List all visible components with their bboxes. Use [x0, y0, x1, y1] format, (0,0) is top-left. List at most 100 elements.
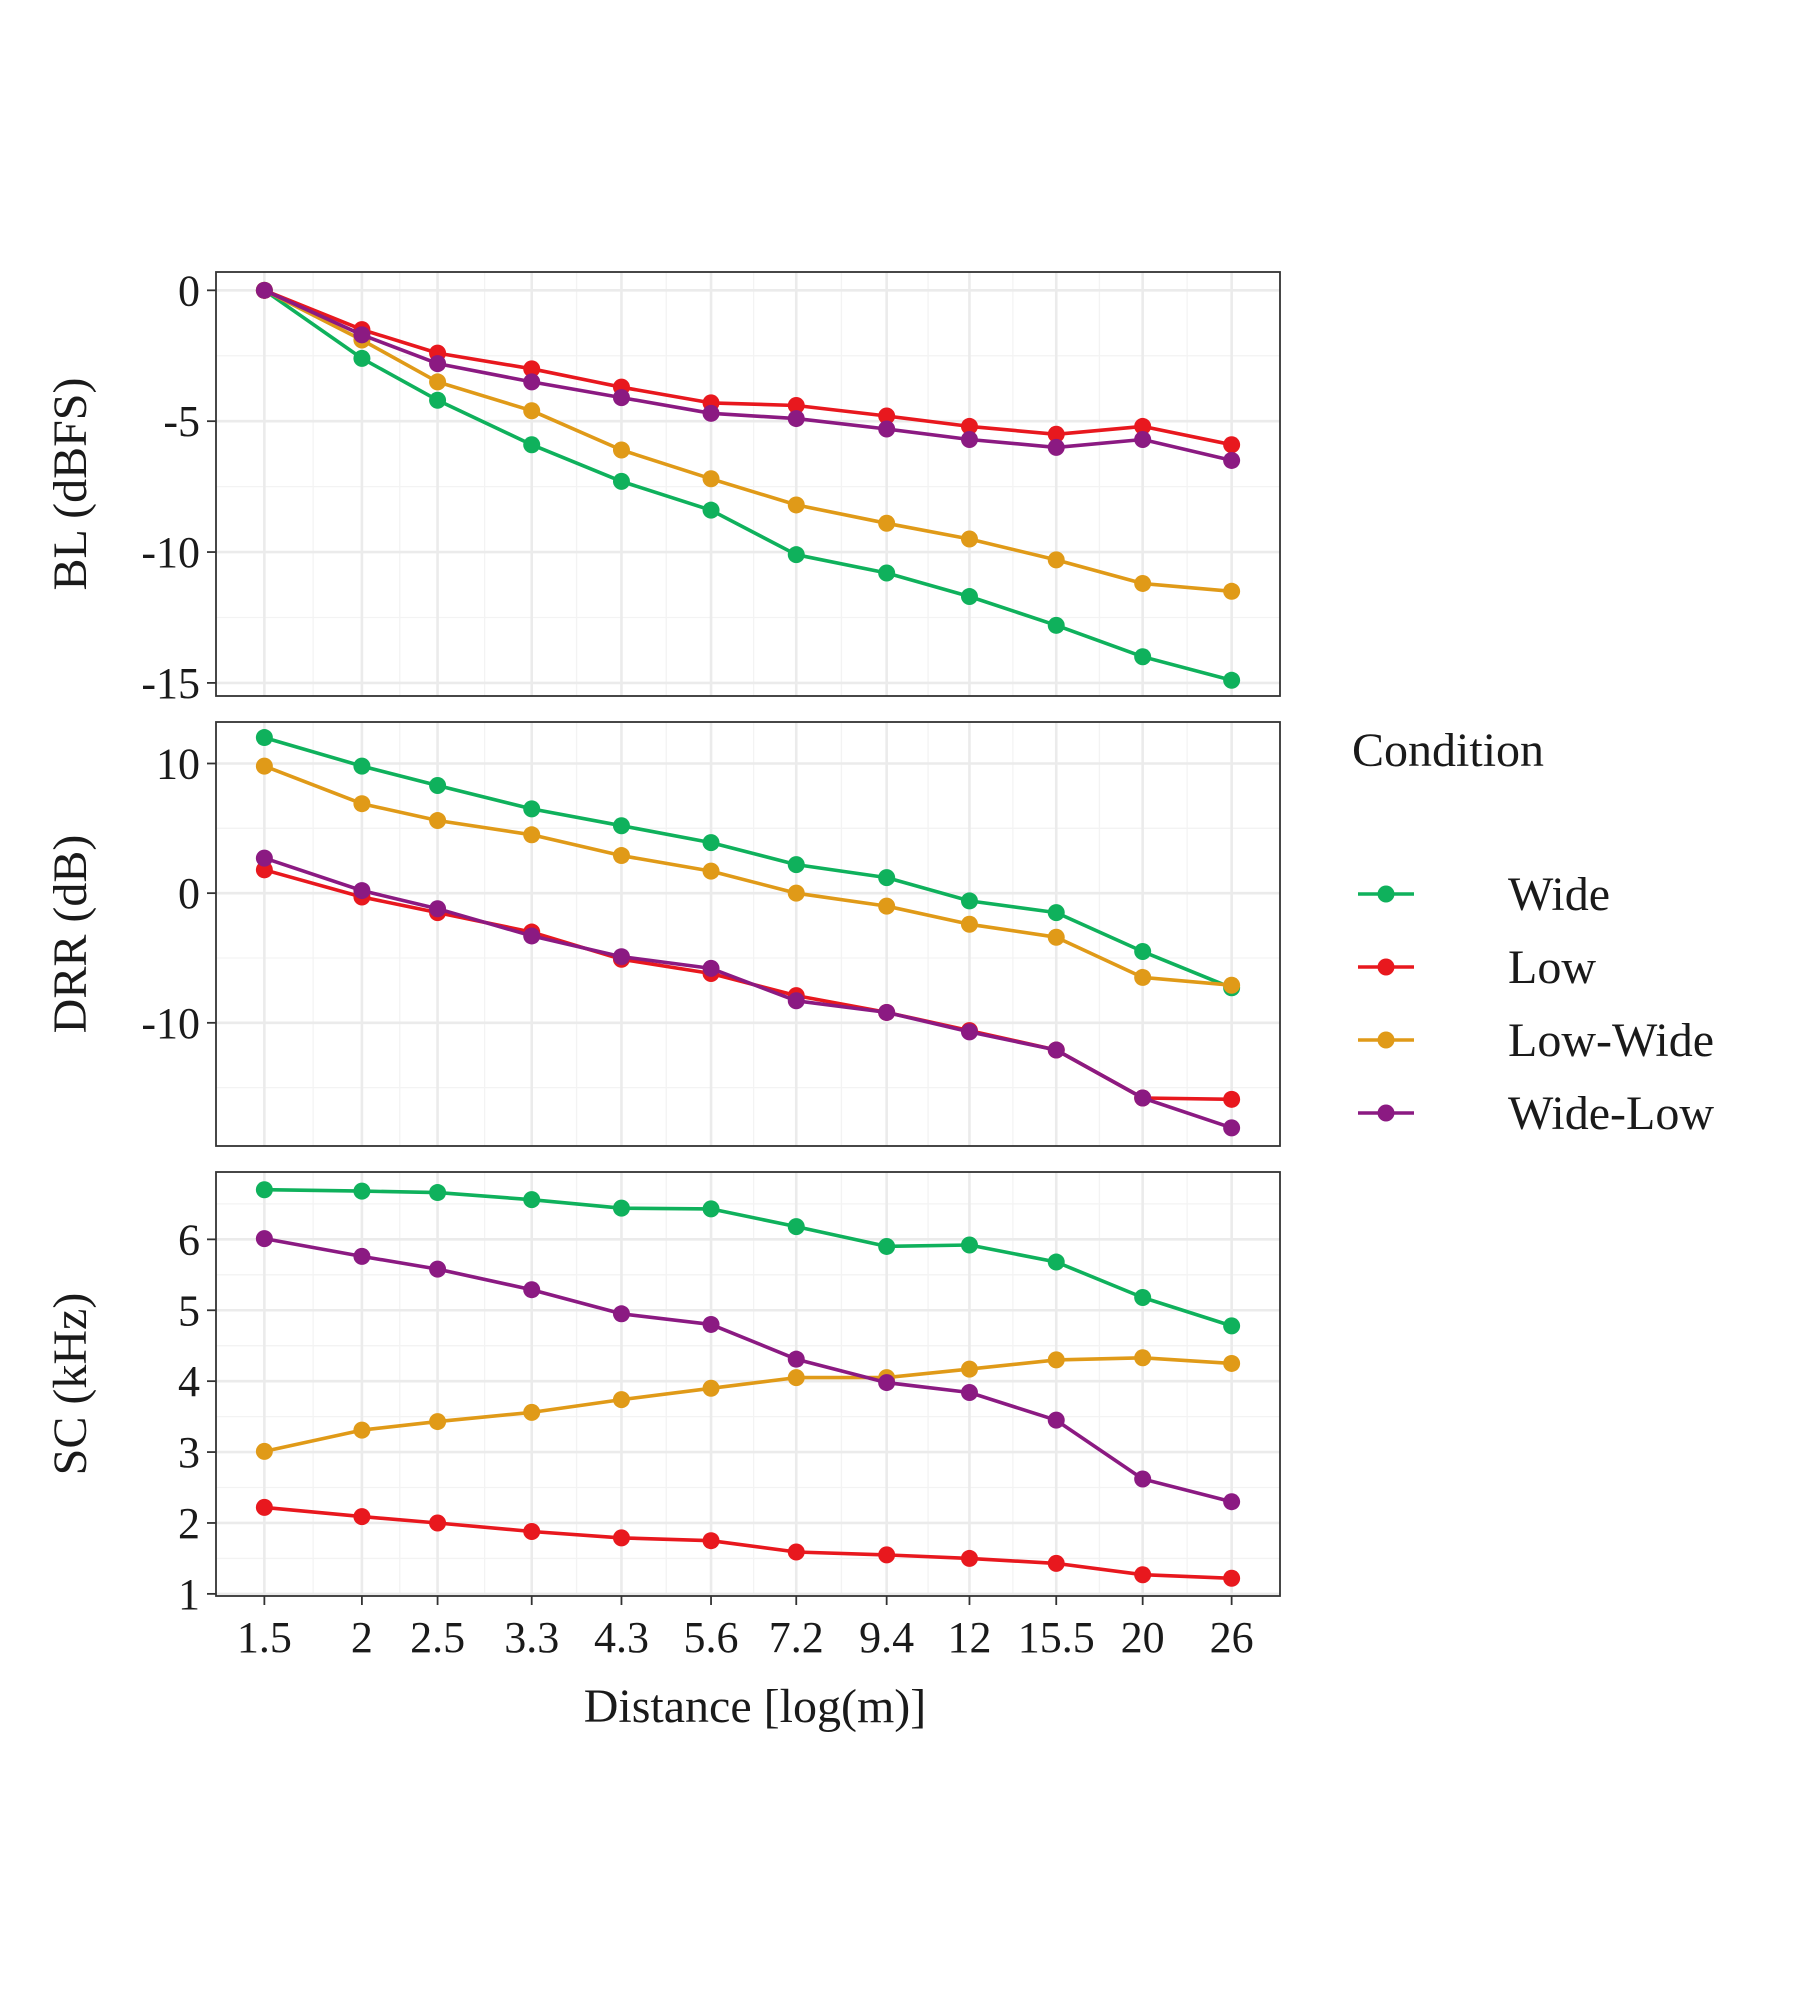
bl-point-low — [960, 417, 978, 435]
drr-point-low-wide — [960, 915, 978, 933]
drr-point-low-wide — [878, 897, 896, 915]
drr-point-wide — [255, 729, 273, 747]
drr-point-wide-low — [523, 927, 541, 945]
bl-point-low-wide — [1223, 582, 1241, 600]
bl-y-axis-title: BL (dBFS) — [44, 378, 97, 591]
x-tick-label: 20 — [1121, 1613, 1165, 1662]
sc-point-low — [702, 1532, 720, 1550]
sc-y-tick-label: 6 — [178, 1215, 200, 1264]
bl-point-wide-low — [1047, 438, 1065, 456]
x-tick-label: 26 — [1210, 1613, 1254, 1662]
sc-point-wide — [255, 1181, 273, 1199]
drr-point-low — [255, 861, 273, 879]
sc-point-wide — [1223, 1317, 1241, 1335]
sc-point-wide — [1134, 1288, 1152, 1306]
legend-title: Condition — [1352, 724, 1544, 777]
legend-entry-low: Low — [1358, 941, 1596, 994]
drr-point-low-wide — [1047, 928, 1065, 946]
sc-point-wide-low — [702, 1315, 720, 1333]
drr-point-wide-low — [1134, 1089, 1152, 1107]
drr-point-wide-low — [1223, 1119, 1241, 1137]
bl-point-wide-low — [960, 431, 978, 449]
sc-point-wide-low — [612, 1305, 630, 1323]
sc-y-tick-label: 1 — [178, 1570, 200, 1619]
bl-point-wide — [702, 501, 720, 519]
legend-label-low-wide: Low-Wide — [1508, 1014, 1714, 1067]
x-tick-label: 3.3 — [504, 1613, 559, 1662]
sc-line-low — [264, 1505, 1232, 1581]
bl-point-wide-low — [1134, 431, 1152, 449]
sc-point-wide — [787, 1218, 805, 1236]
drr-panel-border — [215, 721, 1281, 1147]
panel-sc: 1 2 3 4 5 6 SC (kHz) — [44, 1171, 1281, 1619]
drr-point-wide-low — [878, 1003, 896, 1021]
sc-series-low — [255, 1498, 1241, 1587]
bl-point-wide — [523, 436, 541, 454]
bl-point-wide-low — [429, 355, 447, 373]
sc-point-low-wide — [787, 1369, 805, 1387]
legend-key-point-low-wide — [1377, 1031, 1395, 1049]
drr-point-wide — [878, 869, 896, 887]
bl-point-low-wide — [787, 496, 805, 514]
bl-point-wide — [878, 564, 896, 582]
sc-point-wide — [1047, 1253, 1065, 1271]
drr-point-wide-low — [353, 882, 371, 900]
drr-point-low-wide — [1134, 968, 1152, 986]
sc-point-wide — [702, 1200, 720, 1218]
drr-point-wide — [1134, 943, 1152, 961]
sc-line-wide-low — [264, 1236, 1233, 1504]
bl-point-wide — [1047, 616, 1065, 634]
drr-point-wide — [787, 856, 805, 874]
drr-point-low-wide — [255, 757, 273, 775]
x-tick-label: 2 — [351, 1613, 373, 1662]
sc-y-tick-label: 5 — [178, 1286, 200, 1335]
bl-point-low-wide — [523, 402, 541, 420]
bl-point-wide-low — [1223, 451, 1241, 469]
sc-point-low-wide — [255, 1442, 273, 1460]
drr-line-wide-low — [263, 856, 1233, 1130]
sc-point-low — [1223, 1569, 1241, 1587]
sc-panel-border — [215, 1171, 1281, 1597]
sc-point-wide — [878, 1237, 896, 1255]
legend-entry-low-wide: Low-Wide — [1358, 1014, 1714, 1067]
drr-point-low — [1223, 1090, 1241, 1108]
drr-point-wide-low — [702, 959, 720, 977]
sc-series-wide — [255, 1181, 1241, 1335]
sc-point-low — [787, 1543, 805, 1561]
bl-y-tick-label: 0 — [178, 266, 200, 315]
bl-line-wide — [263, 288, 1233, 683]
bl-point-wide — [960, 588, 978, 606]
drr-point-wide — [960, 892, 978, 910]
drr-point-wide — [612, 817, 630, 835]
drr-point-low-wide — [787, 884, 805, 902]
bl-point-low-wide — [429, 373, 447, 391]
drr-line-low-wide — [263, 764, 1232, 987]
panels: 0 -5 -10 -15 BL (dBFS) 10 0 -10 DRR (dB) 1 2 3 4 5 6 SC… — [44, 266, 1281, 1619]
sc-point-wide — [429, 1184, 447, 1202]
bl-point-wide — [1134, 648, 1152, 666]
bl-line-low-wide — [263, 288, 1232, 594]
bl-point-wide-low — [878, 420, 896, 438]
sc-point-wide — [960, 1236, 978, 1254]
sc-point-low — [878, 1546, 896, 1564]
bl-series-wide — [255, 281, 1241, 689]
sc-point-wide-low — [353, 1247, 371, 1265]
sc-point-wide-low — [1134, 1470, 1152, 1488]
drr-point-wide — [353, 757, 371, 775]
drr-point-wide-low — [960, 1023, 978, 1041]
x-tick-label: 12 — [947, 1613, 991, 1662]
bl-point-low-wide — [612, 441, 630, 459]
bl-panel-border — [215, 271, 1281, 697]
drr-point-low-wide — [612, 847, 630, 865]
bl-point-wide — [787, 546, 805, 564]
sc-point-low-wide — [353, 1421, 371, 1439]
x-tick-label: 2.5 — [410, 1613, 465, 1662]
sc-line-low-wide — [264, 1356, 1232, 1454]
bl-y-tick-label: -5 — [163, 397, 200, 446]
sc-point-low — [255, 1498, 273, 1516]
panel-drr: 10 0 -10 DRR (dB) — [44, 721, 1281, 1147]
drr-series-low-wide — [255, 757, 1241, 994]
legend-key-point-low — [1377, 958, 1395, 976]
bl-point-low-wide — [960, 530, 978, 548]
